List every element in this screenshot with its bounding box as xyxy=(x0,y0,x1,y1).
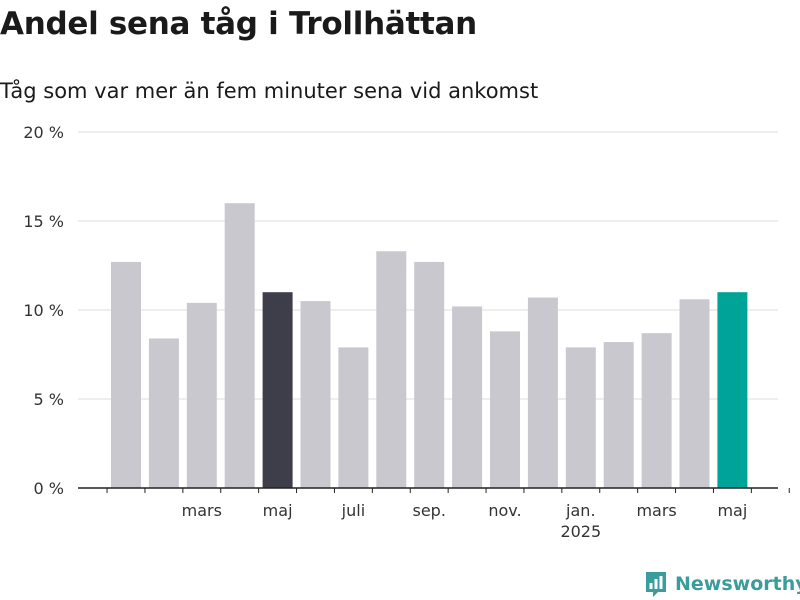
bar xyxy=(641,333,672,488)
grid-lines: 0 % 5 % 10 % 15 % 20 % xyxy=(23,123,778,498)
bar xyxy=(224,203,255,488)
x-tick-label: maj xyxy=(263,501,293,520)
bar xyxy=(527,297,558,488)
y-tick-label: 20 % xyxy=(23,123,64,142)
x-axis: mars maj juli sep. nov. jan. 2025 mars maj xyxy=(78,487,790,541)
bar xyxy=(376,251,407,488)
y-tick-label: 5 % xyxy=(34,390,64,409)
bar xyxy=(111,261,141,488)
bar xyxy=(452,306,483,488)
bar xyxy=(603,342,634,488)
y-tick-label: 15 % xyxy=(23,212,64,231)
x-tick-year-label: 2025 xyxy=(560,522,601,541)
bar xyxy=(414,261,445,488)
logo-text: Newsworthy xyxy=(675,573,800,595)
x-tick-label: maj xyxy=(717,501,747,520)
x-tick-label: sep. xyxy=(412,501,445,520)
y-tick-label: 0 % xyxy=(34,479,64,498)
bar xyxy=(338,347,369,488)
x-tick-label: mars xyxy=(636,501,676,520)
chart-title: Andel sena tåg i Trollhättan xyxy=(0,6,477,42)
x-tick-label: nov. xyxy=(488,501,521,520)
x-tick-label: jan. xyxy=(565,501,595,520)
bar xyxy=(186,302,217,488)
x-tick-label: mars xyxy=(182,501,222,520)
newsworthy-chart-icon xyxy=(646,572,666,597)
bar xyxy=(262,292,293,488)
bar xyxy=(148,338,179,488)
bar xyxy=(300,301,331,488)
bar xyxy=(717,292,748,488)
newsworthy-logo: Newsworthy xyxy=(644,570,800,598)
bar xyxy=(490,331,520,488)
bars xyxy=(111,203,748,488)
bar xyxy=(565,347,596,488)
bar xyxy=(679,299,710,488)
chart-subtitle: Tåg som var mer än fem minuter sena vid … xyxy=(0,79,539,103)
x-tick-label: juli xyxy=(341,501,365,520)
y-tick-label: 10 % xyxy=(23,301,64,320)
